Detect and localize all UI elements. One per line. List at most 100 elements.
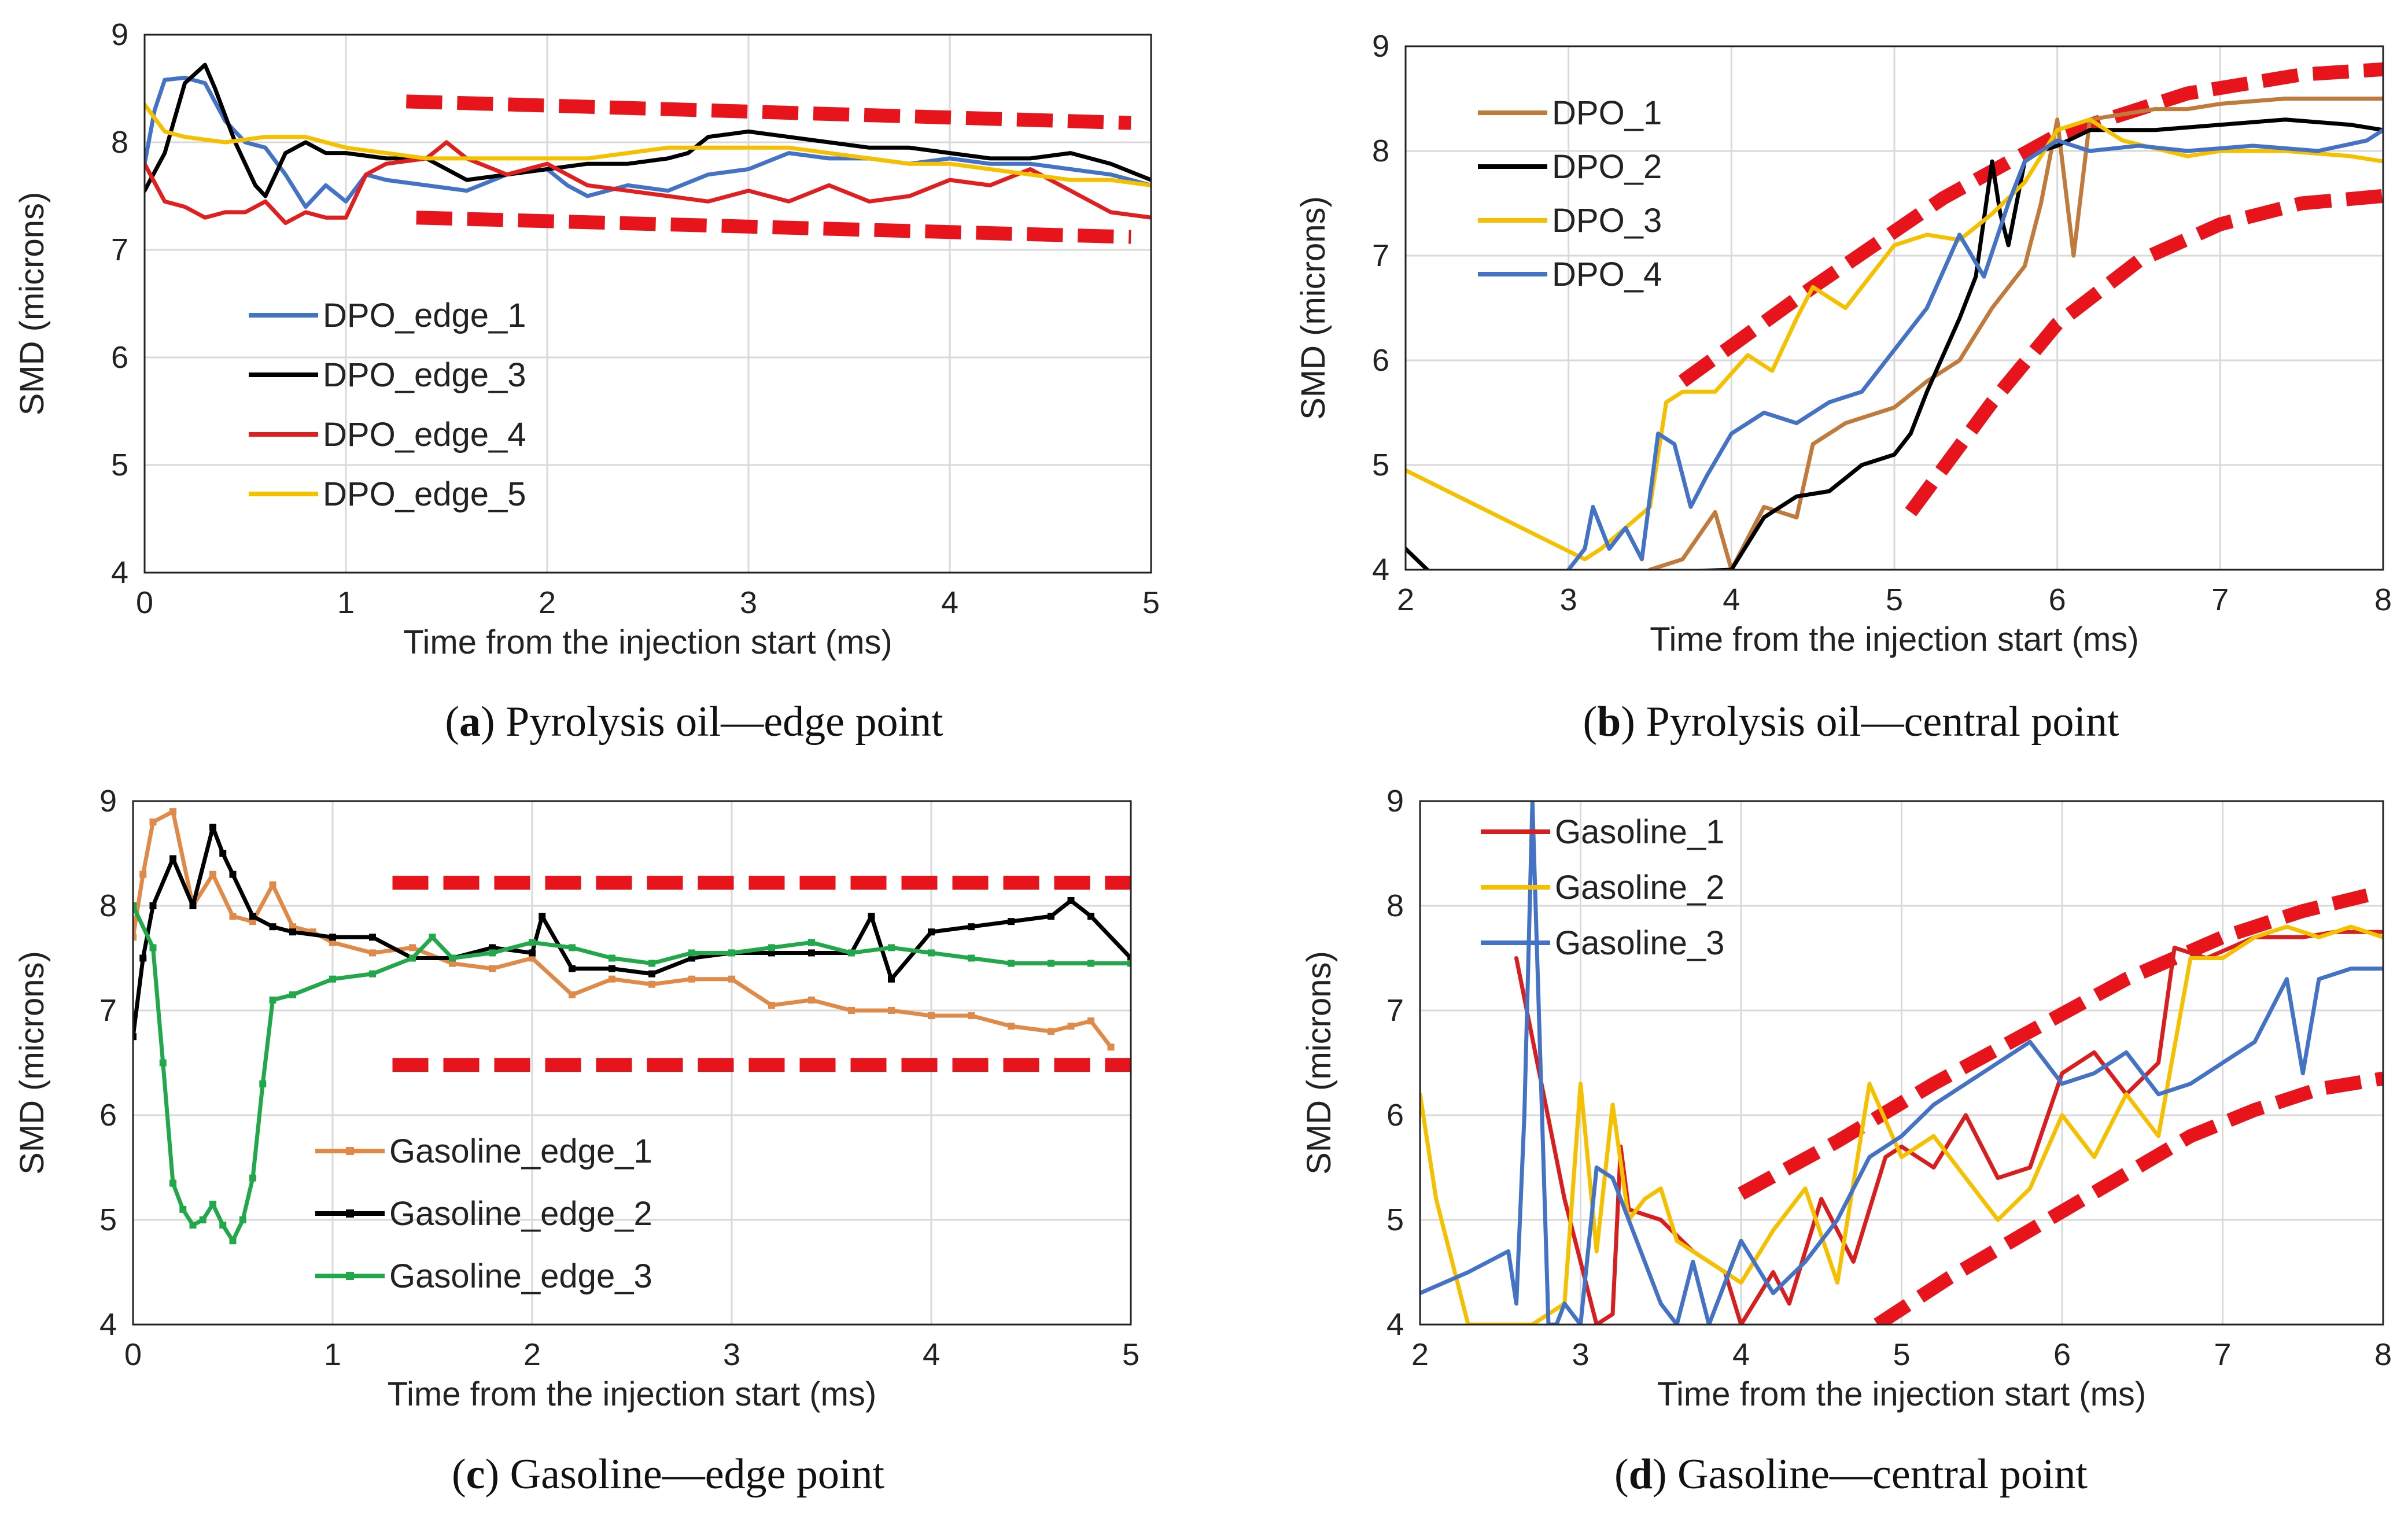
x-tick-label: 5	[1122, 1337, 1140, 1372]
x-axis-title: Time from the injection start (ms)	[1650, 621, 2138, 658]
series-point	[139, 954, 147, 962]
bound-line-upper	[1738, 888, 2369, 1200]
y-axis-title: SMD (microns)	[13, 951, 51, 1175]
series-point	[409, 954, 416, 962]
series-point	[209, 824, 216, 831]
x-tick-label: 8	[2374, 1337, 2392, 1372]
chart-panel-b: 2 3 4 5 6 7 8 4 5 6 7 8 9 Time from the injection sta…	[1295, 29, 2392, 746]
x-tick-label: 6	[2053, 1337, 2071, 1372]
series-point	[269, 923, 276, 931]
chart-panel-a: 0 1 2 3 4 5 4 5 6 7 8 9 Time from the injection star…	[13, 17, 1160, 746]
legend-label: DPO_edge_1	[323, 297, 526, 334]
x-tick-label: 4	[1732, 1337, 1750, 1372]
series-point	[968, 923, 975, 931]
y-tick-label: 5	[1386, 1203, 1404, 1237]
series-point	[229, 871, 237, 878]
y-tick-label: 6	[111, 340, 128, 375]
series-point	[688, 954, 695, 962]
series-point	[189, 902, 197, 909]
legend: Gasoline_1 Gasoline_2 Gasoline_3	[1481, 813, 1724, 962]
legend-label: Gasoline_edge_3	[389, 1257, 652, 1295]
y-tick-label: 9	[99, 784, 117, 818]
caption-letter: a	[459, 698, 481, 746]
plot-content	[1420, 801, 2383, 1325]
series-point	[1087, 1017, 1094, 1025]
series-point	[329, 934, 336, 941]
y-tick-label: 7	[1372, 238, 1389, 273]
legend: DPO_1 DPO_2 DPO_3 DPO_4	[1478, 94, 1662, 293]
series-point	[569, 991, 576, 998]
plot-content	[133, 808, 1131, 1245]
y-tick-label: 5	[1372, 448, 1389, 482]
series-point	[768, 949, 775, 957]
legend-label: Gasoline_edge_2	[389, 1195, 652, 1233]
bound-line-lower	[1905, 189, 2383, 517]
series-point	[888, 1007, 895, 1014]
series-point	[808, 996, 815, 1004]
y-tick-label: 8	[99, 888, 117, 923]
series-point	[529, 949, 536, 957]
x-tick-label: 4	[941, 585, 958, 620]
series-point	[888, 975, 895, 983]
series-point	[269, 996, 276, 1004]
series-point	[609, 954, 615, 962]
series-point	[1048, 913, 1054, 920]
plot-frame	[1419, 800, 2384, 1326]
x-tick-label: 8	[2374, 582, 2392, 617]
series-point	[249, 1174, 256, 1182]
x-axis-title: Time from the injection start (ms)	[403, 624, 892, 661]
series-point	[1067, 897, 1075, 904]
series-point	[968, 1012, 975, 1020]
series-point	[259, 1080, 267, 1087]
series-point	[133, 1033, 137, 1041]
y-tick-label: 7	[111, 233, 128, 267]
y-tick-label: 5	[111, 448, 128, 482]
plot-frame	[1404, 45, 2384, 571]
legend-label: Gasoline_1	[1555, 813, 1724, 851]
legend: DPO_edge_1 DPO_edge_3 DPO_edge_4 DPO_edge_5	[249, 297, 526, 513]
series-point	[808, 939, 815, 946]
series-point	[1087, 913, 1094, 920]
series-point	[928, 949, 935, 957]
series-point	[1107, 1043, 1115, 1051]
legend-marker	[346, 1209, 354, 1218]
series-point	[249, 918, 256, 925]
x-tick-label: 2	[523, 1337, 541, 1372]
series-point	[149, 902, 157, 909]
x-tick-label: 1	[324, 1337, 341, 1372]
series-point	[409, 944, 416, 951]
y-axis-title: SMD (microns)	[13, 192, 51, 416]
panel-caption: (d) Gasoline—central point	[1614, 1451, 2088, 1498]
x-axis-title: Time from the injection start (ms)	[388, 1375, 876, 1413]
series-point	[928, 928, 935, 936]
y-tick-label: 5	[99, 1203, 117, 1237]
series-point	[1008, 918, 1015, 925]
series-point	[219, 850, 227, 857]
bound-line-lower	[1874, 1071, 2383, 1325]
series-point	[848, 1007, 855, 1014]
legend-label: DPO_2	[1552, 148, 1662, 186]
series-point	[189, 1222, 197, 1229]
y-axis-title: SMD (microns)	[1295, 196, 1332, 420]
legend-label: DPO_edge_3	[323, 356, 526, 394]
x-tick-label: 0	[124, 1337, 142, 1372]
x-tick-label: 2	[1397, 582, 1414, 617]
series-point	[728, 949, 735, 957]
series-point	[429, 934, 436, 941]
series-point	[489, 949, 496, 957]
series-point	[209, 1200, 216, 1208]
series-point	[149, 944, 157, 951]
x-tick-label: 2	[539, 585, 556, 620]
series-line-DPO_1	[1648, 97, 2383, 570]
series-point	[928, 1012, 935, 1020]
y-tick-label: 9	[1386, 784, 1404, 818]
y-tick-label: 7	[1386, 993, 1404, 1028]
series-point	[1008, 960, 1015, 967]
series-point	[289, 923, 296, 931]
legend-marker	[346, 1147, 354, 1155]
series-point	[529, 939, 536, 946]
series-point	[968, 954, 975, 962]
y-tick-label: 4	[1386, 1307, 1404, 1342]
y-axis-title: SMD (microns)	[1300, 951, 1338, 1175]
y-tick-label: 4	[1372, 552, 1389, 587]
